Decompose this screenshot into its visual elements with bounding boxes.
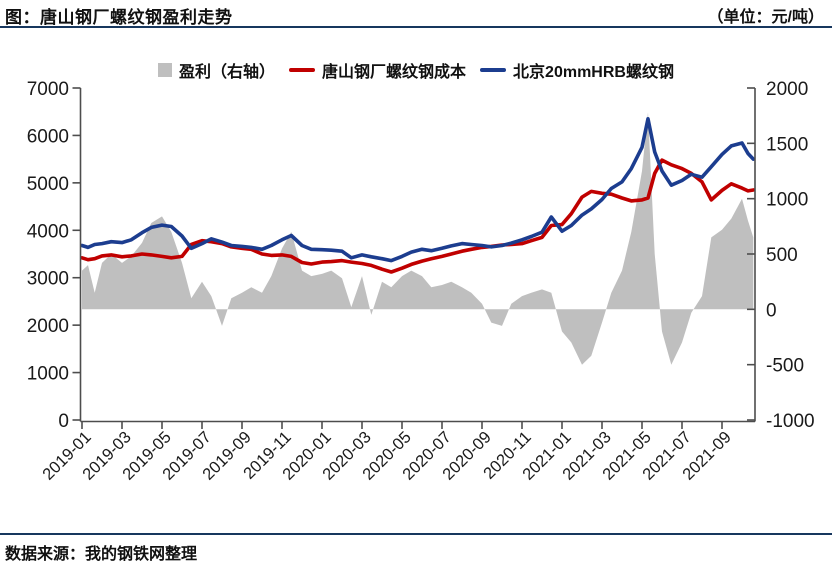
y-left-tick-label: 2000: [27, 316, 69, 337]
legend-label-price: 北京20mmHRB螺纹钢: [513, 64, 674, 81]
price-line: [80, 117, 756, 263]
y-right-tick-label: -500: [766, 356, 804, 377]
y-left-tick-label: 3000: [27, 269, 69, 290]
header-separator: [0, 26, 832, 28]
chart-legend: 盈利（右轴） 唐山钢厂螺纹钢成本 北京20mmHRB螺纹钢: [0, 58, 832, 82]
legend-label-profit: 盈利（右轴）: [179, 64, 276, 81]
price-line-swatch-icon: [480, 68, 507, 72]
y-left-tick-label: 6000: [27, 126, 69, 147]
y-right-tick-label: 0: [766, 300, 777, 321]
y-right-tick-label: 500: [766, 245, 798, 266]
cost-line-swatch-icon: [289, 68, 316, 72]
y-right-tick-label: 2000: [766, 79, 808, 100]
y-right-tick-label: 1000: [766, 190, 808, 211]
y-left-tick-label: 7000: [27, 79, 69, 100]
y-right-tick-label: 1500: [766, 134, 808, 155]
profit-area: [82, 112, 754, 365]
legend-item-price: 北京20mmHRB螺纹钢: [480, 58, 674, 82]
y-left-tick-label: 5000: [27, 174, 69, 195]
unit-label: （单位：元/吨）: [707, 9, 824, 26]
cost-line: [80, 158, 756, 274]
y-left-tick-label: 1000: [27, 364, 69, 385]
legend-item-profit: 盈利（右轴）: [158, 58, 275, 82]
y-left-tick-label: 0: [58, 411, 69, 432]
data-source: 数据来源：我的钢铁网整理: [5, 546, 198, 563]
chart-header: 图：唐山钢厂螺纹钢盈利走势 （单位：元/吨）: [0, 3, 832, 28]
y-right-tick-label: -1000: [766, 411, 815, 432]
y-left-tick-label: 4000: [27, 221, 69, 242]
legend-label-cost: 唐山钢厂螺纹钢成本: [322, 64, 467, 81]
profit-area-swatch-icon: [158, 63, 173, 77]
legend-item-cost: 唐山钢厂螺纹钢成本: [289, 58, 466, 82]
page-title: 图：唐山钢厂螺纹钢盈利走势: [5, 8, 233, 27]
footer-separator: [0, 533, 832, 535]
